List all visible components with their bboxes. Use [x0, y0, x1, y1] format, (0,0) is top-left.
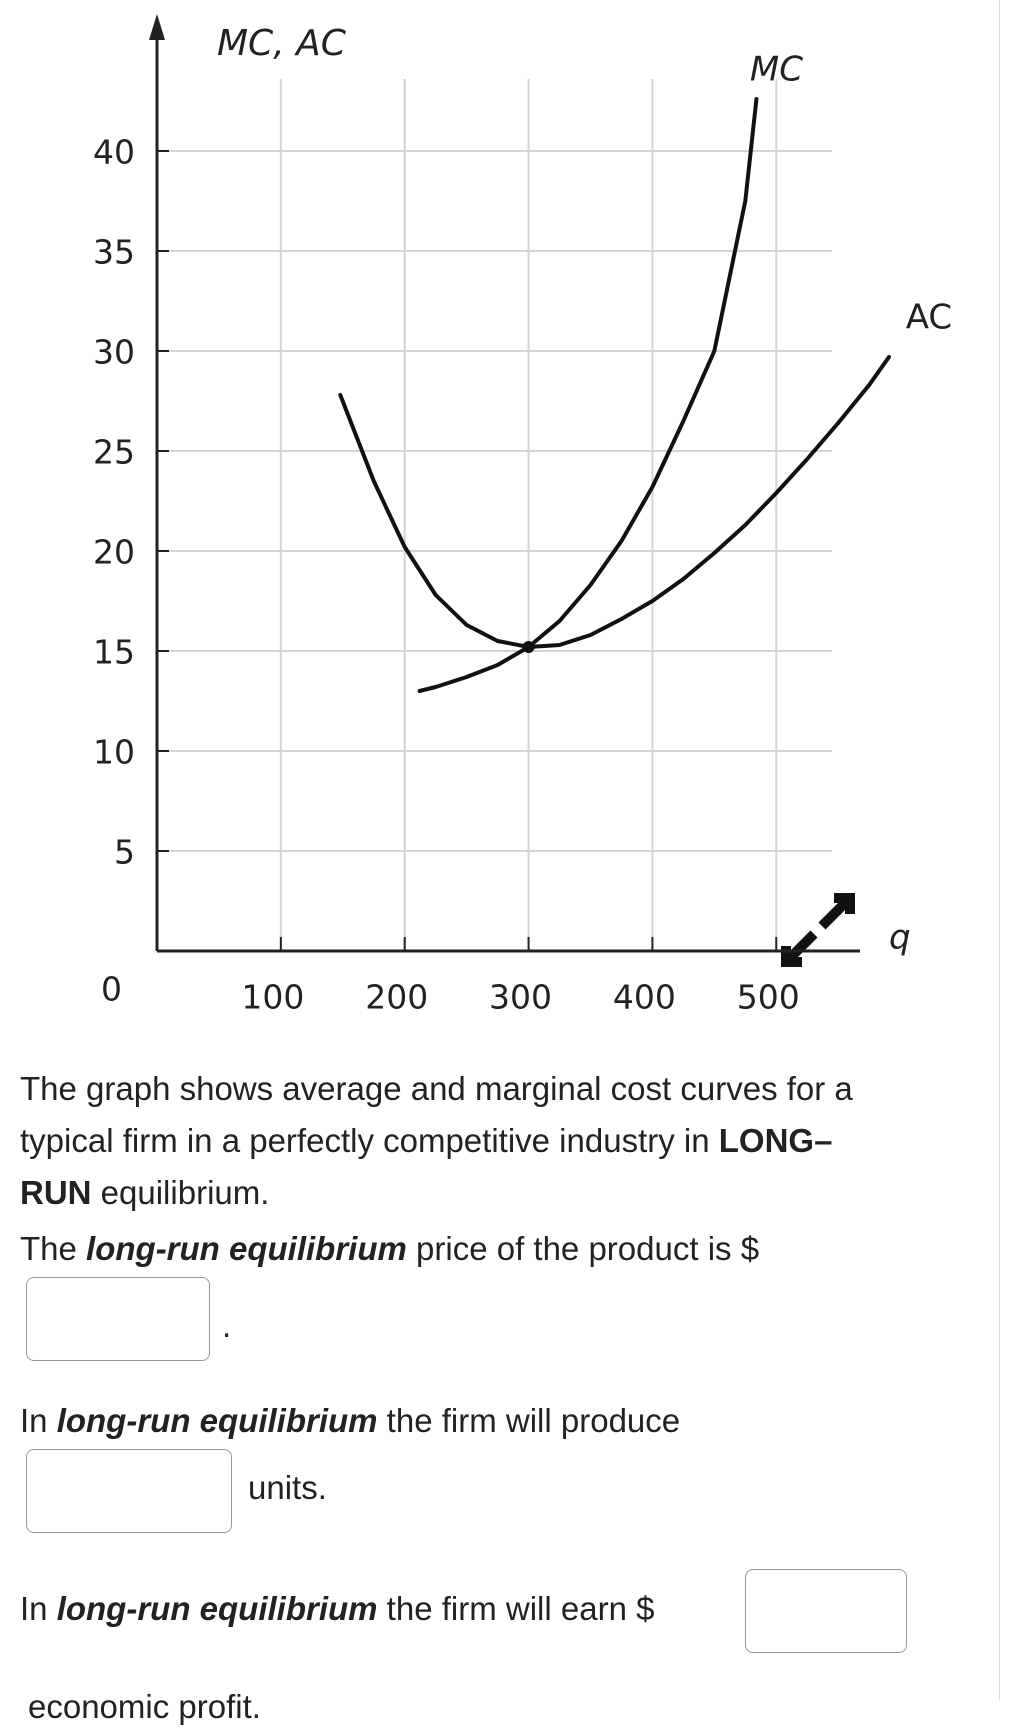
y-axis-arrow	[149, 14, 165, 40]
text: The graph shows average and marginal cos…	[20, 1070, 853, 1107]
price-input[interactable]	[26, 1277, 210, 1361]
quantity-input[interactable]	[26, 1449, 232, 1533]
x-tick-label: 400	[613, 978, 676, 1017]
chart: MC, AC q 0 5 10 15 20 25 30 35 40 100 200 300 400 500…	[93, 14, 952, 1017]
text: typical firm in a perfectly competitive …	[20, 1122, 719, 1159]
x-tick-label: 100	[241, 978, 304, 1017]
expand-arrow	[781, 930, 818, 967]
intro: The graph shows average and marginal cos…	[20, 1063, 1000, 1219]
y-tick-label: 5	[114, 833, 135, 872]
text: long-run equilibrium	[56, 1402, 378, 1439]
curve-label: MC	[750, 50, 803, 90]
text: long-run equilibrium	[86, 1230, 407, 1267]
x-axis-label: q	[889, 918, 911, 958]
cost-curve	[338, 355, 891, 649]
q2: In long-run equilibrium the firm will pr…	[20, 1395, 680, 1447]
y-tick-label: 25	[93, 433, 135, 472]
text: price of the product is $	[406, 1230, 760, 1267]
q1: The long-run equilibrium price of the pr…	[20, 1223, 759, 1275]
units: units.	[248, 1469, 327, 1506]
text: In	[20, 1590, 57, 1627]
x-tick-label: 200	[365, 978, 428, 1017]
text: long-run equilibrium	[56, 1590, 378, 1627]
y-tick-label: 15	[93, 633, 135, 672]
text: In	[20, 1402, 57, 1439]
text: LONG–	[718, 1122, 833, 1159]
expand-arrow	[818, 893, 855, 930]
y-tick-label: 35	[93, 233, 135, 272]
x-tick-label: 500	[737, 978, 800, 1017]
intersection-dot	[522, 641, 535, 653]
q3: In long-run equilibrium the firm will ea…	[20, 1583, 654, 1635]
y-tick-label: 40	[93, 133, 135, 172]
y-tick-label: 0	[101, 970, 122, 1009]
expand-icon[interactable]	[781, 893, 855, 967]
text: The	[20, 1230, 87, 1267]
text: the firm will produce	[377, 1402, 681, 1439]
y-axis-label: MC, AC	[217, 23, 347, 64]
profit-input[interactable]	[745, 1569, 907, 1653]
text: RUN	[20, 1174, 92, 1211]
x-tick-label: 300	[489, 978, 552, 1017]
y-tick-label: 30	[93, 333, 135, 372]
text: the firm will earn $	[377, 1590, 655, 1627]
cost-curve	[417, 97, 759, 693]
panel-border	[999, 0, 1000, 1700]
y-tick-label: 20	[93, 533, 135, 572]
text: equilibrium.	[91, 1174, 270, 1211]
curve-label: AC	[906, 298, 952, 338]
economic-profit: economic profit.	[28, 1688, 261, 1725]
y-tick-label: 10	[93, 733, 135, 772]
period: .	[222, 1307, 232, 1344]
